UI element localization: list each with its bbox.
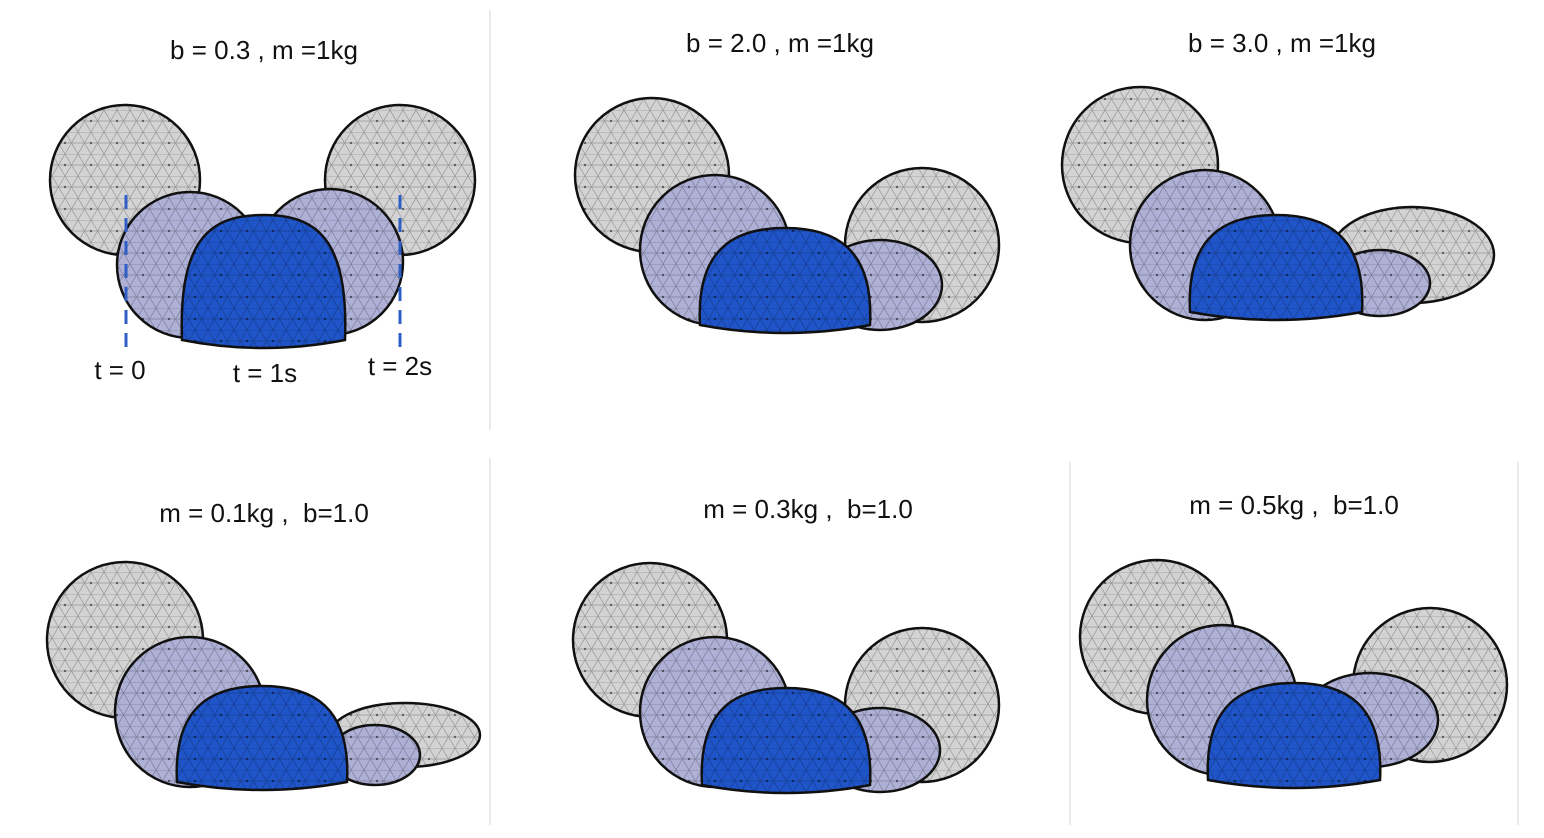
panel-title: m = 0.3kg , b=1.0 — [703, 494, 913, 524]
panel-title: m = 0.5kg , b=1.0 — [1189, 490, 1399, 520]
simulation-shapes — [45, 85, 1509, 795]
panel-title: b = 3.0 , m =1kg — [1188, 28, 1376, 58]
deformed-body-mesh — [181, 215, 346, 348]
time-label: t = 1s — [233, 358, 297, 388]
time-label: t = 2s — [368, 351, 432, 381]
panel-title: b = 2.0 , m =1kg — [686, 28, 874, 58]
deformed-body-mesh — [699, 228, 871, 333]
deformed-body-mesh — [1207, 683, 1381, 788]
panel-title: b = 0.3 , m =1kg — [170, 35, 358, 65]
time-label: t = 0 — [94, 355, 145, 385]
deformed-body-mesh — [1189, 215, 1363, 320]
intermediate-body-mesh — [330, 725, 420, 785]
panel-title: m = 0.1kg , b=1.0 — [159, 498, 369, 528]
deformed-body-mesh — [176, 686, 348, 790]
deformed-body-mesh — [701, 688, 871, 793]
